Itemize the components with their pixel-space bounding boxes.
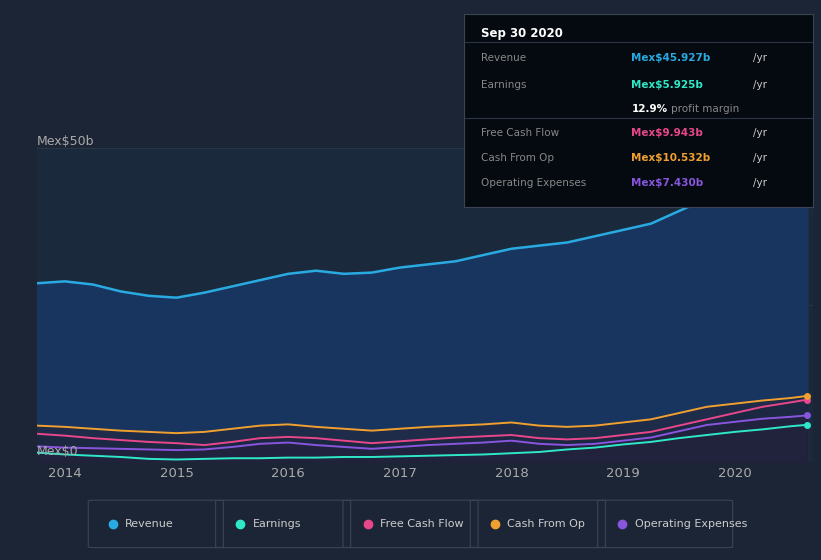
Text: Cash From Op: Cash From Op — [481, 153, 554, 163]
Text: Mex$7.430b: Mex$7.430b — [631, 178, 704, 188]
Text: Free Cash Flow: Free Cash Flow — [481, 128, 559, 138]
Text: /yr: /yr — [754, 128, 768, 138]
Text: 12.9%: 12.9% — [631, 104, 667, 114]
Text: profit margin: profit margin — [672, 104, 740, 114]
Text: Mex$50b: Mex$50b — [37, 136, 94, 148]
Text: Free Cash Flow: Free Cash Flow — [380, 519, 464, 529]
Text: Mex$0: Mex$0 — [37, 445, 79, 458]
Text: Mex$9.943b: Mex$9.943b — [631, 128, 704, 138]
Text: Mex$45.927b: Mex$45.927b — [631, 53, 711, 63]
Text: /yr: /yr — [754, 178, 768, 188]
Text: Mex$10.532b: Mex$10.532b — [631, 153, 711, 163]
Text: Earnings: Earnings — [481, 80, 527, 90]
Text: /yr: /yr — [754, 153, 768, 163]
Text: Revenue: Revenue — [126, 519, 174, 529]
Bar — [707, 148, 807, 462]
Text: Sep 30 2020: Sep 30 2020 — [481, 26, 563, 40]
Text: Mex$5.925b: Mex$5.925b — [631, 80, 704, 90]
Text: Operating Expenses: Operating Expenses — [481, 178, 586, 188]
Text: Earnings: Earnings — [253, 519, 301, 529]
Text: /yr: /yr — [754, 53, 768, 63]
Text: Operating Expenses: Operating Expenses — [635, 519, 747, 529]
Text: Revenue: Revenue — [481, 53, 526, 63]
Text: Cash From Op: Cash From Op — [507, 519, 585, 529]
Text: /yr: /yr — [754, 80, 768, 90]
